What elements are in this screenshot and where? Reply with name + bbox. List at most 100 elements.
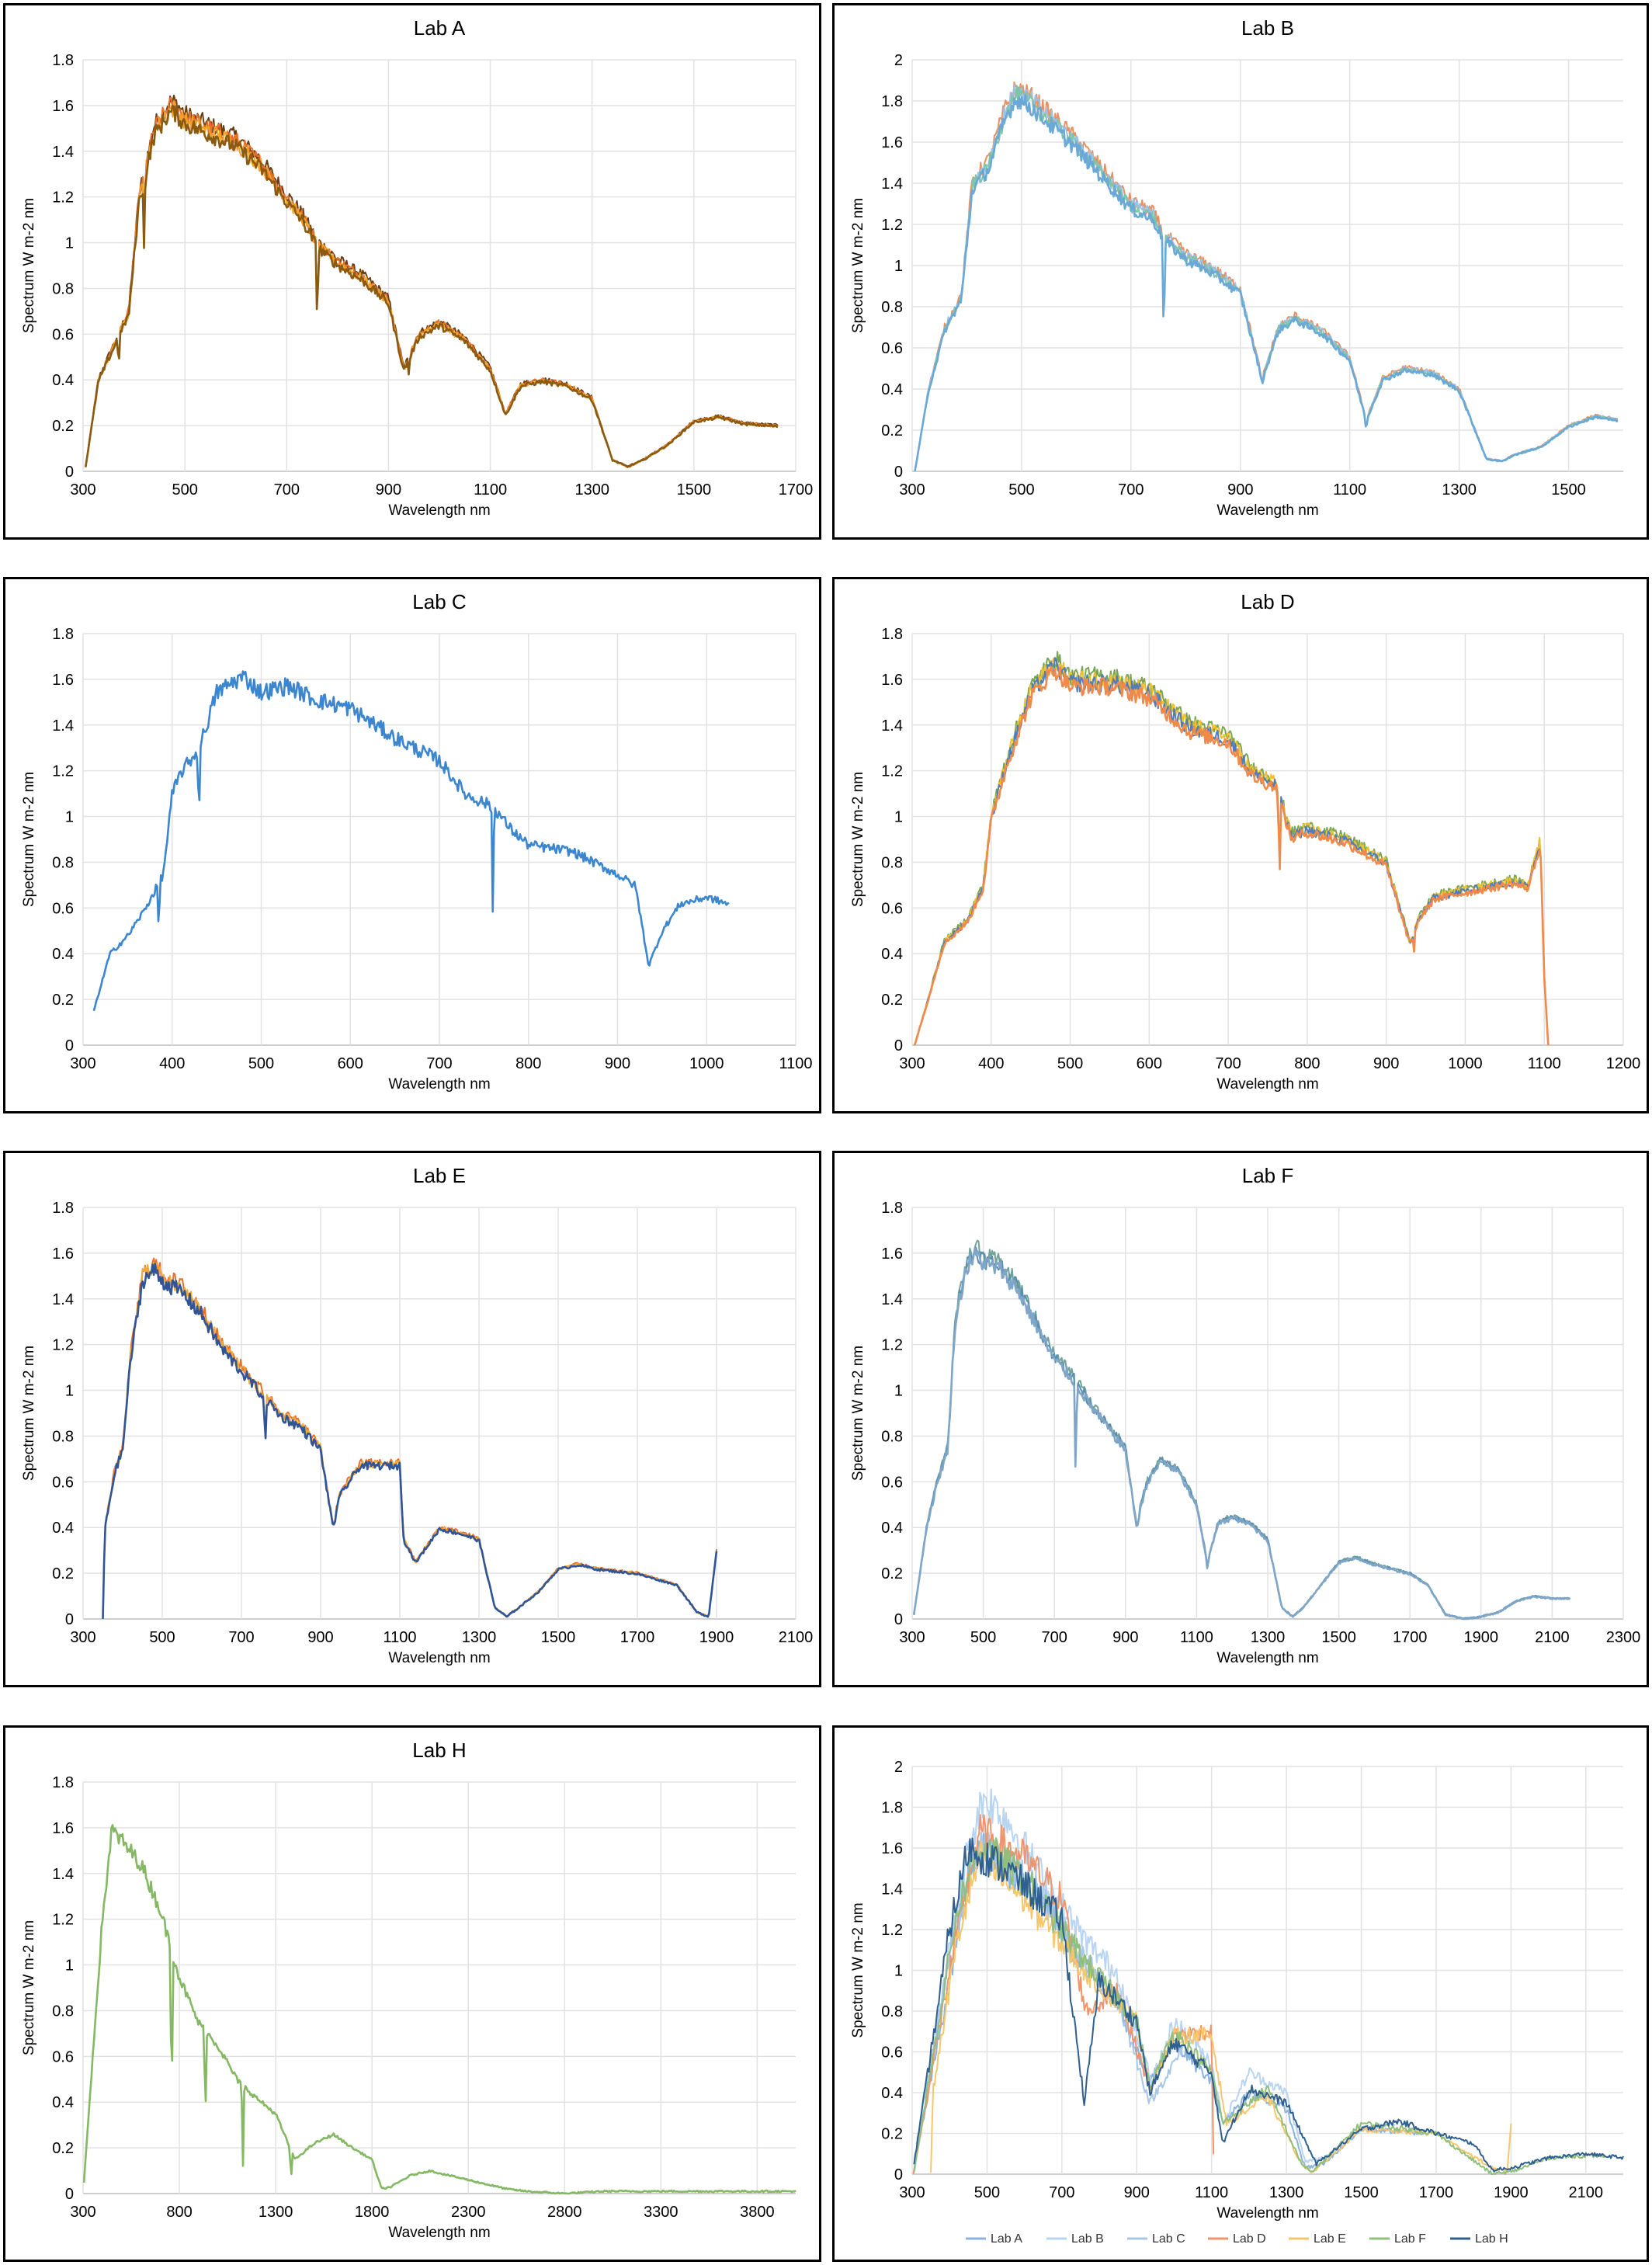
y-tick-label: 1.2 [881,1337,903,1354]
y-tick-label: 1 [894,809,903,826]
y-axis-label: Spectrum W m-2 nm [21,772,37,907]
x-tick-label: 300 [899,2184,925,2201]
x-axis-label: Wavelength nm [388,1650,490,1666]
y-tick-label: 0.6 [52,900,74,917]
y-tick-label: 1.8 [881,626,903,643]
x-axis-label: Wavelength nm [1216,1650,1318,1666]
y-tick-label: 1.6 [52,1820,74,1837]
x-tick-label: 500 [248,1055,274,1072]
series-line-sensor-0 [92,670,730,1012]
y-tick-label: 0.2 [881,1565,903,1582]
y-tick-label: 1.8 [881,1200,903,1217]
y-tick-label: 1.2 [52,763,74,780]
y-tick-label: 0.8 [52,854,74,871]
x-tick-label: 300 [70,1055,95,1072]
y-axis-label: Spectrum W m-2 nm [21,1920,37,2055]
series-line-lab-h [913,1837,1624,2173]
x-tick-label: 1000 [689,1055,724,1072]
y-tick-label: 1 [894,1963,903,1980]
chart-panel-combined: 0 0.2 0.4 0.6 0.8 1 1.2 1.4 1.6 1.8 2 300 500 700 900 1… [832,1725,1649,2262]
y-tick-label: 0.4 [881,1520,903,1537]
x-tick-label: 1900 [699,1629,734,1646]
x-tick-label: 500 [970,1629,996,1646]
y-tick-label: 0.4 [52,372,74,389]
y-tick-label: 0.2 [881,992,903,1009]
x-tick-label: 900 [1124,2184,1150,2201]
y-tick-label: 1.2 [881,1922,903,1939]
x-axis-label: Wavelength nm [388,502,490,519]
y-tick-label: 0.4 [881,2085,903,2102]
y-tick-label: 1.8 [881,93,903,110]
x-tick-label: 1300 [462,1629,497,1646]
y-tick-label: 0.6 [52,326,74,343]
x-tick-label: 500 [149,1629,175,1646]
y-tick-label: 1.8 [52,1200,74,1217]
y-tick-label: 0 [65,2186,74,2203]
x-tick-label: 500 [974,2184,1000,2201]
chart-title: Lab D [1241,590,1294,613]
x-tick-label: 800 [515,1055,541,1072]
legend-label: Lab B [1071,2232,1104,2246]
series-line-sensor-1 [85,101,779,468]
y-tick-label: 0.2 [52,2140,74,2157]
y-axis-label: Spectrum W m-2 nm [850,772,866,907]
x-tick-label: 400 [978,1055,1004,1072]
series-line-sensor-2 [914,657,1550,1046]
y-tick-label: 0.2 [52,418,74,435]
y-tick-label: 2 [894,52,903,69]
y-tick-label: 0.4 [881,381,903,398]
x-tick-label: 900 [1112,1629,1138,1646]
series-line-lab-e [930,1840,1512,2173]
series-line-sensor-3 [914,651,1550,1045]
x-tick-label: 600 [338,1055,363,1072]
legend-label: Lab E [1314,2232,1346,2246]
chart-svg: Lab E 0 0.2 0.4 0.6 0.8 1 1.2 1.4 1.6 1.8 300 500 700… [21,1164,814,1666]
chart-panel-lab-d: Lab D 0 0.2 0.4 0.6 0.8 1 1.2 1.4 1.6 1.8 300 400 500… [832,577,1649,1113]
x-tick-label: 800 [1294,1055,1320,1072]
x-tick-label: 300 [70,2204,95,2221]
x-tick-label: 300 [899,1629,925,1646]
y-tick-label: 0.6 [881,1474,903,1491]
y-tick-label: 0.2 [52,992,74,1009]
y-tick-label: 1 [65,809,74,826]
x-tick-label: 900 [376,481,401,499]
chart-title: Lab H [412,1739,466,1762]
x-tick-label: 2300 [451,2204,486,2221]
chart-panel-lab-e: Lab E 0 0.2 0.4 0.6 0.8 1 1.2 1.4 1.6 1.8 300 500 700… [3,1151,821,1687]
x-tick-label: 900 [1227,481,1253,499]
x-tick-label: 1900 [1464,1629,1499,1646]
x-tick-label: 2100 [779,1629,814,1646]
y-tick-label: 0.8 [52,1428,74,1445]
y-tick-label: 0 [894,464,903,481]
x-tick-label: 900 [605,1055,630,1072]
y-tick-label: 1.6 [52,98,74,115]
x-axis-label: Wavelength nm [388,2225,490,2241]
y-tick-label: 1.2 [52,189,74,207]
y-tick-label: 0.2 [881,422,903,439]
x-tick-label: 300 [70,1629,95,1646]
series-line-sensor-1 [102,1261,717,1619]
x-tick-label: 1200 [1606,1055,1641,1072]
x-tick-label: 800 [166,2204,192,2221]
chart-title: Lab C [412,590,466,613]
y-tick-label: 0 [894,1611,903,1628]
y-tick-label: 0 [894,2166,903,2183]
x-tick-label: 700 [228,1629,254,1646]
y-tick-label: 0.8 [52,2003,74,2020]
chart-panel-lab-b: Lab B 0 0.2 0.4 0.6 0.8 1 1.2 1.4 1.6 1.8 2 300 500 70… [832,3,1649,540]
x-tick-label: 1700 [620,1629,655,1646]
series-line-lab-c [915,1831,1185,2145]
series-line-sensor-2 [914,84,1619,471]
x-tick-label: 1500 [1551,481,1586,499]
y-tick-label: 1.8 [52,626,74,643]
series-line-lab-a [913,1832,1424,2170]
x-tick-label: 700 [1118,481,1144,499]
series-line-sensor-2 [85,97,778,468]
x-tick-label: 2100 [1569,2184,1604,2201]
x-tick-label: 1100 [1180,1629,1213,1646]
x-tick-label: 1100 [1333,481,1366,499]
x-tick-label: 1100 [779,1055,812,1072]
y-tick-label: 1.4 [52,1291,74,1308]
series-line-sensor-0 [914,94,1619,471]
x-tick-label: 1500 [677,481,712,499]
